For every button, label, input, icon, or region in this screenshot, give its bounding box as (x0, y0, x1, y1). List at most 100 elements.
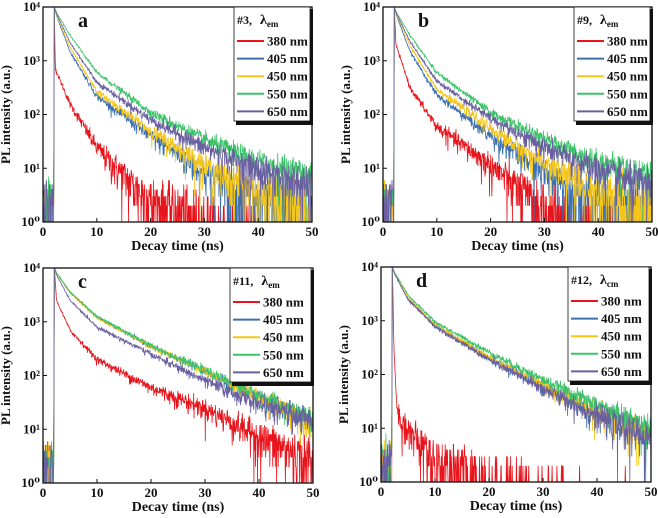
y-tick-label: 10⁰ (359, 474, 378, 489)
legend-label: 450 nm (601, 329, 642, 344)
x-tick-label: 0 (380, 224, 387, 239)
y-tick-label: 10⁰ (361, 214, 380, 229)
y-tick-label: 10³ (23, 53, 40, 68)
series-line-380nm (43, 7, 312, 222)
x-tick-label: 30 (538, 224, 551, 239)
legend-label: 650 nm (607, 104, 648, 119)
legend-subscript: em (268, 280, 280, 290)
x-tick-label: 50 (306, 224, 319, 239)
legend-label: 550 nm (607, 86, 648, 101)
y-tick-label: 10¹ (23, 160, 40, 175)
series-line-650nm (43, 268, 313, 483)
panel-b: 0 10 20 30 40 50 10⁰ 10¹ 10² 10³ 10⁴ Decay time (ns… (338, 0, 658, 254)
x-tick-label: 40 (591, 484, 604, 499)
y-axis-label: PL intensity (a.u.) (0, 326, 13, 425)
legend-lambda: λ (260, 13, 267, 28)
legend: #9, λem 380 nm 405 nm 450 nm 550 nm 650 nm (573, 6, 653, 125)
x-tick-label: 10 (429, 484, 442, 499)
legend-label: 380 nm (607, 34, 648, 49)
y-tick-label: 10⁴ (363, 0, 380, 14)
legend-lambda: λ (600, 13, 607, 28)
y-tick-label: 10¹ (23, 421, 40, 436)
x-tick-label: 0 (378, 484, 385, 499)
series-line-380nm (383, 7, 652, 222)
x-tick-label: 40 (592, 224, 605, 239)
x-tick-label: 50 (307, 485, 320, 500)
x-tick-label: 20 (483, 484, 496, 499)
y-axis-label: PL intensity (a.u.) (336, 325, 351, 424)
legend-label: 405 nm (601, 311, 642, 326)
x-tick-label: 10 (430, 224, 443, 239)
legend-label: 550 nm (263, 347, 304, 362)
legend-label: 650 nm (267, 104, 308, 119)
y-tick-label: 10² (363, 107, 380, 122)
y-tick-label: 10³ (23, 314, 40, 329)
y-axis-label: PL intensity (a.u.) (338, 65, 353, 164)
legend-label: 550 nm (267, 86, 308, 101)
series-line-550nm (43, 268, 313, 483)
legend: #12, λcm 380 nm 405 nm 450 nm 550 nm 650 nm (567, 266, 652, 385)
y-tick-label: 10² (361, 367, 378, 382)
y-tick-label: 10² (23, 107, 40, 122)
series-group (383, 7, 652, 222)
series-line-450nm (383, 7, 652, 222)
legend-subscript: em (607, 19, 619, 29)
panel-label: b (418, 10, 429, 32)
legend: #3, λem 380 nm 405 nm 450 nm 550 nm 650 nm (233, 6, 313, 125)
series-line-550nm (381, 267, 651, 482)
x-tick-label: 40 (252, 224, 265, 239)
series-line-650nm (43, 7, 312, 222)
panel-c: 0 10 20 30 40 50 10⁰ 10¹ 10² 10³ 10⁴ Decay time (ns… (0, 260, 320, 515)
legend-sample-id: #11, (233, 274, 253, 288)
legend-title: #9, λem (577, 13, 619, 29)
x-tick-label: 20 (144, 224, 157, 239)
legend-box (229, 267, 312, 383)
y-tick-label: 10⁰ (21, 214, 40, 229)
legend-label: 550 nm (601, 346, 642, 361)
x-axis-label: Decay time (ns) (132, 500, 225, 515)
y-tick-label: 10² (23, 368, 40, 383)
legend-sample-id: #9, (577, 13, 592, 27)
y-tick-label: 10⁴ (361, 259, 378, 274)
legend-label: 380 nm (263, 295, 304, 310)
x-tick-label: 30 (199, 485, 212, 500)
x-tick-label: 0 (40, 485, 47, 500)
legend-label: 380 nm (601, 294, 642, 309)
series-group (381, 267, 651, 482)
x-axis-label: Decay time (ns) (470, 499, 563, 514)
legend-box (567, 266, 650, 382)
y-tick-label: 10³ (363, 53, 380, 68)
legend-title: #3, λem (237, 13, 279, 29)
y-tick-label: 10¹ (363, 160, 380, 175)
series-line-380nm (43, 268, 313, 483)
legend-subscript: em (267, 19, 279, 29)
x-tick-label: 10 (90, 224, 103, 239)
panel-label: a (78, 10, 88, 32)
x-tick-label: 50 (645, 484, 658, 499)
y-tick-label: 10¹ (361, 420, 378, 435)
legend-label: 405 nm (263, 312, 304, 327)
series-line-380nm (381, 267, 651, 482)
x-axis-label: Decay time (ns) (131, 239, 224, 254)
x-tick-label: 50 (646, 224, 658, 239)
x-tick-label: 30 (537, 484, 550, 499)
legend-label: 405 nm (607, 51, 648, 66)
y-axis-label: PL intensity (a.u.) (0, 65, 13, 164)
series-line-650nm (381, 267, 651, 482)
x-tick-label: 10 (91, 485, 104, 500)
panel-d: 0 10 20 30 40 50 10⁰ 10¹ 10² 10³ 10⁴ Decay time (ns… (336, 259, 658, 514)
legend: #11, λem 380 nm 405 nm 450 nm 550 nm 650 nm (229, 267, 314, 386)
series-group (43, 7, 312, 222)
series-line-650nm (383, 7, 652, 222)
x-tick-label: 40 (253, 485, 266, 500)
legend-title: #11, λem (233, 274, 280, 290)
legend-label: 450 nm (267, 69, 308, 84)
legend-label: 450 nm (263, 330, 304, 345)
x-tick-label: 30 (198, 224, 211, 239)
legend-label: 650 nm (263, 365, 304, 380)
legend-sample-id: #3, (237, 13, 252, 27)
x-tick-label: 20 (484, 224, 497, 239)
legend-lambda: λ (261, 274, 268, 289)
legend-box (573, 6, 651, 122)
panel-label: d (416, 270, 427, 292)
